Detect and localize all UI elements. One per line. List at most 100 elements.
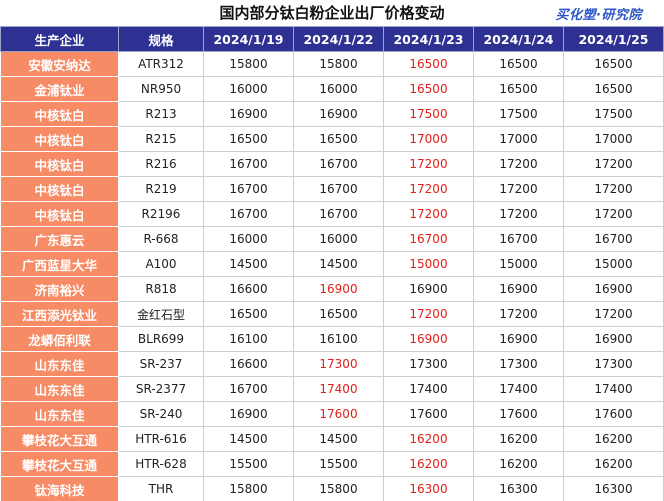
price-cell: 16200: [383, 451, 474, 477]
company-cell: 安徽安纳达: [0, 51, 119, 77]
table-row: 金浦钛业 NR950 16000 16000 16500 16500 16500: [0, 76, 664, 102]
column-header: 2024/1/19: [203, 26, 294, 52]
price-cell: 16000: [293, 76, 384, 102]
spec-cell: HTR-628: [118, 451, 204, 477]
price-cell: 15800: [293, 476, 384, 501]
price-cell: 16000: [203, 76, 294, 102]
price-cell: 16300: [563, 476, 664, 501]
company-cell: 山东东佳: [0, 351, 119, 377]
spec-cell: R2196: [118, 201, 204, 227]
price-cell: 16000: [293, 226, 384, 252]
price-cell: 16700: [383, 226, 474, 252]
price-cell: 16500: [473, 76, 564, 102]
table-row: 攀枝花大互通 HTR-616 14500 14500 16200 16200 16200: [0, 426, 664, 452]
company-cell: 中核钛白: [0, 201, 119, 227]
price-cell: 15500: [293, 451, 384, 477]
table-row: 山东东佳 SR-240 16900 17600 17600 17600 17600: [0, 401, 664, 427]
price-cell: 17200: [473, 176, 564, 202]
price-cell: 16000: [203, 226, 294, 252]
company-cell: 广东惠云: [0, 226, 119, 252]
price-cell: 16700: [563, 226, 664, 252]
price-cell: 16900: [293, 101, 384, 127]
price-cell: 16500: [383, 51, 474, 77]
table-row: 江西添光钛业 金红石型 16500 16500 17200 17200 17200: [0, 301, 664, 327]
price-cell: 17200: [473, 151, 564, 177]
company-cell: 中核钛白: [0, 151, 119, 177]
price-cell: 17200: [383, 151, 474, 177]
spec-cell: R-668: [118, 226, 204, 252]
company-cell: 江西添光钛业: [0, 301, 119, 327]
spec-cell: R213: [118, 101, 204, 127]
spec-cell: R215: [118, 126, 204, 152]
company-cell: 山东东佳: [0, 401, 119, 427]
price-cell: 17500: [563, 101, 664, 127]
column-header: 2024/1/24: [473, 26, 564, 52]
table-row: 中核钛白 R219 16700 16700 17200 17200 17200: [0, 176, 664, 202]
table-row: 安徽安纳达 ATR312 15800 15800 16500 16500 16500: [0, 51, 664, 77]
price-cell: 16900: [203, 401, 294, 427]
spec-cell: R818: [118, 276, 204, 302]
price-cell: 16200: [563, 426, 664, 452]
price-cell: 16300: [473, 476, 564, 501]
table-row: 山东东佳 SR-237 16600 17300 17300 17300 17300: [0, 351, 664, 377]
price-cell: 16500: [563, 76, 664, 102]
price-cell: 16200: [473, 451, 564, 477]
company-cell: 济南裕兴: [0, 276, 119, 302]
price-cell: 16700: [203, 376, 294, 402]
price-cell: 17200: [383, 301, 474, 327]
spec-cell: SR-237: [118, 351, 204, 377]
company-cell: 广西蓝星大华: [0, 251, 119, 277]
price-cell: 16600: [203, 276, 294, 302]
company-cell: 龙蟒佰利联: [0, 326, 119, 352]
table-row: 龙蟒佰利联 BLR699 16100 16100 16900 16900 16900: [0, 326, 664, 352]
table-row: 中核钛白 R2196 16700 16700 17200 17200 17200: [0, 201, 664, 227]
price-cell: 17200: [383, 176, 474, 202]
price-cell: 17000: [473, 126, 564, 152]
price-cell: 17400: [563, 376, 664, 402]
column-header: 生产企业: [0, 26, 119, 52]
price-cell: 16900: [473, 276, 564, 302]
table-row: 济南裕兴 R818 16600 16900 16900 16900 16900: [0, 276, 664, 302]
price-cell: 16700: [203, 201, 294, 227]
spec-cell: SR-240: [118, 401, 204, 427]
price-cell: 16500: [293, 301, 384, 327]
price-cell: 16500: [563, 51, 664, 77]
price-cell: 14500: [203, 426, 294, 452]
price-cell: 17400: [383, 376, 474, 402]
price-cell: 16700: [293, 176, 384, 202]
table-row: 中核钛白 R215 16500 16500 17000 17000 17000: [0, 126, 664, 152]
price-table: 生产企业 规格 2024/1/19 2024/1/22 2024/1/23 2024/1/…: [0, 26, 664, 501]
company-cell: 中核钛白: [0, 126, 119, 152]
price-cell: 16900: [563, 326, 664, 352]
price-cell: 15800: [203, 51, 294, 77]
spec-cell: R219: [118, 176, 204, 202]
price-cell: 16900: [473, 326, 564, 352]
column-header: 2024/1/22: [293, 26, 384, 52]
spec-cell: A100: [118, 251, 204, 277]
price-cell: 17000: [563, 126, 664, 152]
price-cell: 16500: [203, 126, 294, 152]
price-cell: 16200: [473, 426, 564, 452]
spec-cell: SR-2377: [118, 376, 204, 402]
price-cell: 16900: [383, 326, 474, 352]
price-cell: 16200: [383, 426, 474, 452]
price-cell: 17300: [293, 351, 384, 377]
price-cell: 15500: [203, 451, 294, 477]
price-cell: 15000: [473, 251, 564, 277]
table-body: 安徽安纳达 ATR312 15800 15800 16500 16500 16500 金浦钛业…: [0, 51, 664, 501]
price-cell: 16900: [563, 276, 664, 302]
price-cell: 17600: [563, 401, 664, 427]
price-cell: 14500: [293, 251, 384, 277]
price-cell: 15800: [203, 476, 294, 501]
company-cell: 山东东佳: [0, 376, 119, 402]
price-cell: 15800: [293, 51, 384, 77]
price-cell: 17300: [383, 351, 474, 377]
column-header: 规格: [118, 26, 204, 52]
spec-cell: ATR312: [118, 51, 204, 77]
price-cell: 17200: [383, 201, 474, 227]
price-cell: 16500: [383, 76, 474, 102]
price-cell: 16700: [473, 226, 564, 252]
price-cell: 17200: [563, 151, 664, 177]
price-cell: 16600: [203, 351, 294, 377]
price-cell: 17000: [383, 126, 474, 152]
